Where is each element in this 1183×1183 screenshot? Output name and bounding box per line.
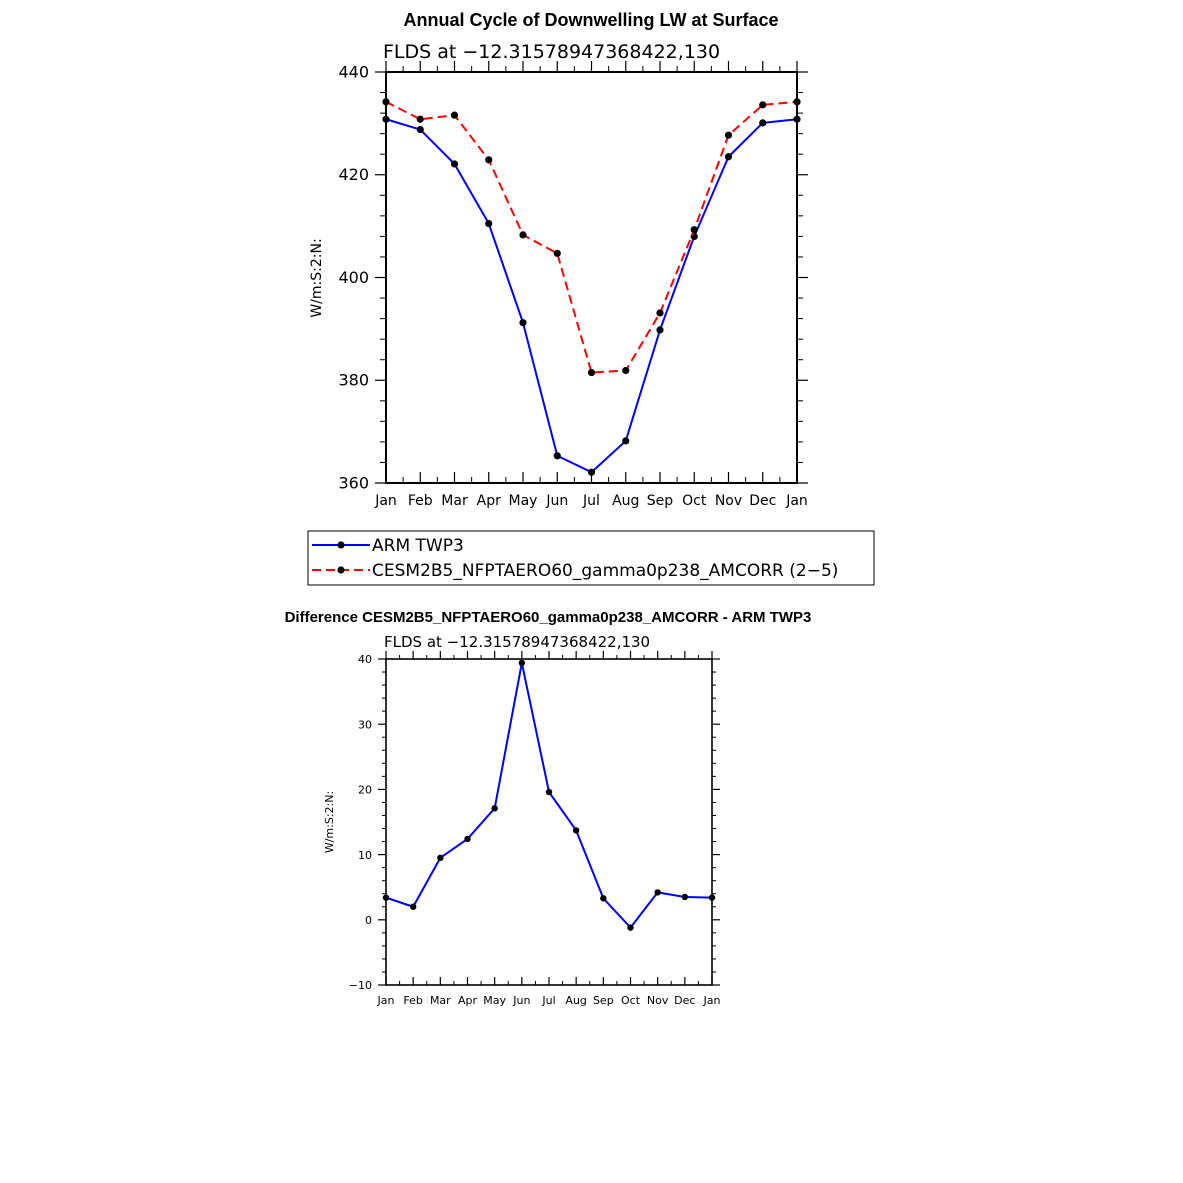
legend-label-series-0: ARM TWP3 — [372, 536, 464, 556]
chart1-xtick-label: May — [509, 493, 538, 509]
chart1-series-0-point — [793, 115, 801, 123]
chart1-series-1-point — [622, 366, 630, 375]
chart1-series-1-point — [485, 156, 493, 164]
chart1-series-0-point — [519, 319, 527, 327]
chart2-xtick-label: Dec — [674, 994, 695, 1007]
chart2-frame — [385, 658, 713, 986]
chart2-series-0-point — [545, 788, 553, 796]
chart1-series-0-point — [450, 160, 459, 168]
chart2-series-0-point — [627, 924, 634, 931]
chart1-plot: Jan Feb Mar Apr May Jun Jul Aug Sep Oct Nov Dec Jan 3… — [338, 61, 808, 509]
chart1-series-0-line — [385, 118, 798, 474]
chart2-xtick-label: Mar — [430, 994, 451, 1007]
chart2-xtick-label: Sep — [593, 994, 614, 1007]
chart2-xtick-label: May — [483, 994, 506, 1007]
legend-box — [307, 530, 875, 586]
chart1-series-0-point — [656, 326, 664, 334]
chart2-series-0-point — [382, 894, 390, 901]
chart2-series-0-point — [409, 903, 417, 910]
chart1-subtitle: FLDS at −12.31578947368422,130 — [383, 41, 720, 63]
chart1-xtick-label: Nov — [715, 493, 742, 509]
chart1-series-0-point — [382, 115, 390, 123]
chart1-series-1-point — [450, 111, 459, 119]
chart1-xtick-label: Jun — [545, 493, 568, 509]
chart2-series-0-point — [572, 827, 580, 834]
chart1-series-1-point — [587, 368, 596, 377]
chart2-series-0-point — [437, 854, 444, 862]
chart2-ytick-label: 30 — [358, 718, 372, 731]
legend-marker-series-1 — [337, 566, 345, 574]
chart2-series-0-point — [518, 659, 526, 667]
chart2-xtick-label: Apr — [458, 994, 478, 1007]
chart1-series-0-point — [759, 119, 767, 127]
chart1-series-1-point — [416, 115, 424, 123]
chart2-xtick-label: Jul — [541, 994, 555, 1007]
chart1-title: Annual Cycle of Downwelling LW at Surfac… — [403, 10, 778, 30]
chart1-xtick-label: Feb — [408, 493, 433, 509]
chart1-series-1-point — [793, 98, 801, 106]
chart1-series-0-point — [416, 125, 424, 134]
legend-label-series-1: CESM2B5_NFPTAERO60_gamma0p238_AMCORR (2−… — [372, 561, 838, 581]
chart1-ytick-label: 360 — [338, 473, 369, 492]
chart1-xtick-label: Jan — [785, 493, 808, 509]
chart1-series-1-point — [759, 101, 767, 109]
chart1-ytick-label: 440 — [338, 62, 369, 81]
chart1-xtick-label: Mar — [441, 493, 468, 509]
chart1-frame — [385, 71, 798, 484]
chart2-xtick-label: Aug — [565, 994, 586, 1007]
chart2-series-0-point — [464, 835, 471, 843]
chart1-series-0-point — [724, 153, 733, 161]
legend-marker-series-0 — [337, 541, 345, 549]
chart1-series-0-point — [485, 219, 493, 228]
chart2-series-0-point — [681, 893, 689, 901]
chart2-series-0-point — [654, 889, 661, 896]
chart1-series-1-point — [690, 226, 698, 234]
chart1-xtick-label: Aug — [612, 493, 639, 509]
chart2-series-0-point — [600, 895, 607, 902]
chart1-xtick-label: Sep — [647, 493, 674, 509]
chart1-legend: ARM TWP3 CESM2B5_NFPTAERO60_gamma0p238_A… — [307, 530, 875, 586]
chart1-series-1-point — [724, 131, 733, 139]
chart2-xtick-label: Jan — [703, 994, 721, 1007]
chart1-ytick-label: 400 — [338, 268, 369, 287]
chart2-subtitle: FLDS at −12.31578947368422,130 — [384, 633, 650, 651]
chart2-title: Difference CESM2B5_NFPTAERO60_gamma0p238… — [285, 609, 812, 626]
chart2-series-0-point — [708, 894, 716, 901]
chart2-ytick-label: −10 — [349, 979, 372, 992]
chart1-xtick-label: Oct — [682, 493, 707, 509]
chart2-xtick-label: Feb — [403, 994, 422, 1007]
chart1-ylabel: W/m:S:2:N: — [309, 238, 325, 317]
chart2-ytick-label: 40 — [358, 653, 372, 666]
chart1-ytick-label: 420 — [338, 165, 369, 184]
chart1-series-0-point — [622, 437, 630, 445]
chart1-series-1-point — [553, 249, 561, 257]
chart2-series-0-line — [385, 661, 713, 929]
chart1-xtick-label: Apr — [477, 493, 501, 509]
chart2-series-0-point — [491, 805, 498, 812]
chart2-ylabel: W/m:S:2:N: — [323, 791, 336, 853]
chart1-xtick-label: Jan — [374, 493, 397, 509]
chart2-plot: Jan Feb Mar Apr May Jun Jul Aug Sep Oct Nov Dec Jan−… — [349, 651, 721, 1007]
chart1-ytick-label: 380 — [338, 371, 369, 390]
chart1-series-0-point — [587, 468, 596, 476]
chart2-xtick-label: Jun — [512, 994, 530, 1007]
chart1-xtick-label: Dec — [749, 493, 776, 509]
chart1-series-1-point — [519, 231, 527, 239]
chart2-xtick-label: Nov — [647, 994, 669, 1007]
chart2-xtick-label: Oct — [621, 994, 641, 1007]
chart1-series-1-point — [382, 98, 390, 106]
chart2-xtick-label: Jan — [377, 994, 395, 1007]
chart1-xtick-label: Jul — [582, 493, 600, 509]
chart2-ytick-label: 20 — [358, 784, 372, 797]
chart1-series-1-point — [656, 309, 664, 317]
chart2-ytick-label: 0 — [365, 914, 372, 927]
chart1-series-0-point — [553, 452, 561, 460]
chart1-series-1-line — [385, 100, 798, 374]
chart2-ytick-label: 10 — [358, 849, 372, 862]
